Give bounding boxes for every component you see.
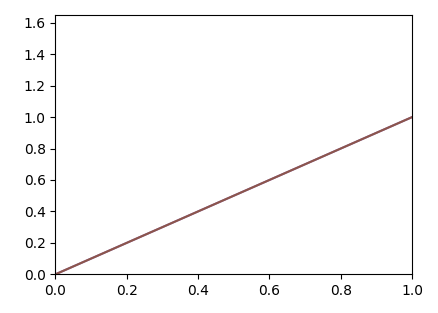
Identity (224, 197, 230, 201)
Bound for a= 100 (224, 197, 230, 201)
Identity (401, 119, 406, 123)
Bound for a= 100 (265, 179, 270, 182)
Bound for a= 100 (410, 115, 415, 119)
Bound for a= 100 (345, 144, 350, 147)
Identity (265, 179, 270, 182)
Bound for a= 100 (246, 187, 251, 191)
Line: Identity: Identity (56, 117, 412, 274)
Bound for a= 100 (53, 272, 58, 276)
Bound for a= 100 (401, 119, 406, 123)
Identity (53, 272, 58, 276)
Identity (222, 198, 227, 202)
Identity (246, 187, 251, 191)
Bound for a= 100 (222, 198, 227, 202)
Line: Bound for a= 100: Bound for a= 100 (56, 117, 412, 274)
Identity (410, 115, 415, 119)
Identity (345, 144, 350, 147)
